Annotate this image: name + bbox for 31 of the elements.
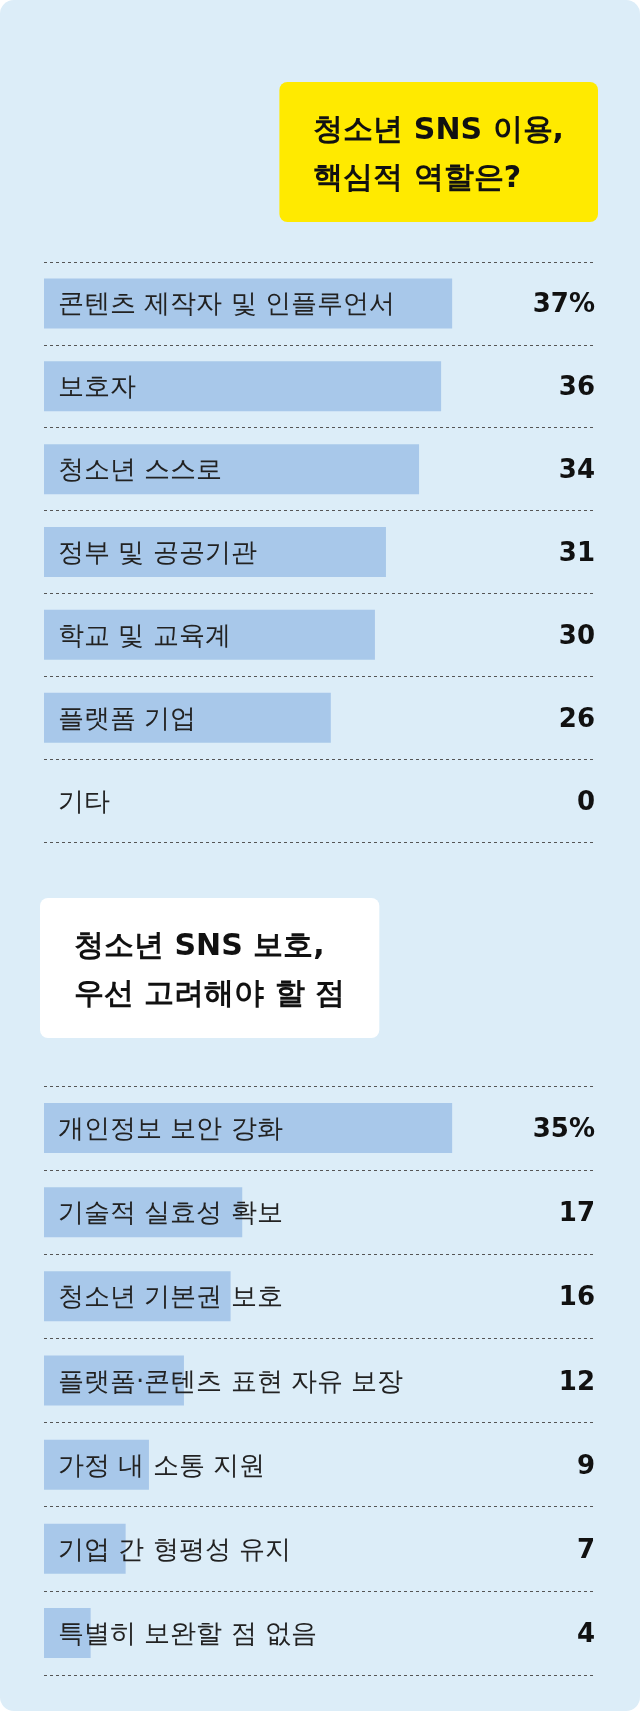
data-label: 36: [558, 371, 595, 402]
y-tick-label: 특별히 보완할 점 없음: [58, 1617, 317, 1648]
data-label: 0: [576, 785, 595, 816]
data-label: 37%: [532, 288, 595, 319]
data-label: 30: [558, 619, 595, 650]
y-tick-label: 청소년 스스로: [58, 454, 223, 485]
data-label: 31: [558, 537, 595, 567]
data-label: 9: [576, 1449, 595, 1480]
y-tick-label: 정부 및 공공기관: [58, 537, 257, 567]
data-label: 16: [558, 1281, 595, 1312]
y-tick-label: 콘텐츠 제작자 및 인플루언서: [58, 288, 395, 319]
y-tick-label: 학교 및 교육계: [58, 619, 231, 650]
y-tick-label: 개인정보 보안 강화: [58, 1113, 283, 1144]
data-label: 12: [558, 1365, 595, 1396]
y-tick-label: 기업 간 형평성 유지: [58, 1533, 291, 1564]
data-label: 26: [558, 702, 595, 733]
y-tick-label: 플랫폼 기업: [58, 702, 197, 733]
data-label: 34: [558, 454, 595, 485]
chart-title: 청소년 SNS 이용, 핵심적 역할은?: [313, 110, 564, 194]
y-tick-label: 기타: [58, 785, 110, 816]
y-tick-label: 플랫폼·콘텐츠 표현 자유 보장: [58, 1365, 404, 1396]
data-label: 35%: [532, 1113, 595, 1144]
y-tick-label: 가정 내 소통 지원: [58, 1449, 265, 1480]
chart-title: 청소년 SNS 보호, 우선 고려해야 할 점: [74, 926, 346, 1010]
y-tick-label: 보호자: [58, 371, 136, 402]
data-label: 7: [576, 1533, 595, 1564]
data-label: 17: [558, 1197, 595, 1228]
bar: [44, 1103, 453, 1154]
data-label: 4: [576, 1617, 595, 1648]
y-tick-label: 청소년 기본권 보호: [58, 1281, 283, 1312]
y-tick-label: 기술적 실효성 확보: [58, 1197, 283, 1228]
